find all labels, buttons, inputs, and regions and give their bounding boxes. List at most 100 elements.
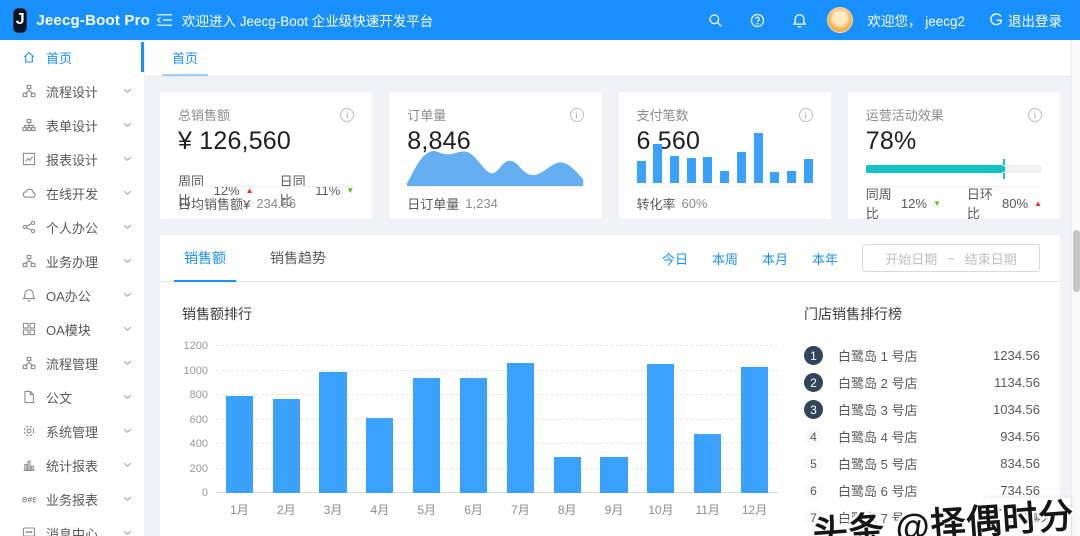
quicklink-year[interactable]: 本年 — [811, 251, 838, 267]
chevron-down-icon — [123, 428, 132, 434]
chevron-down-icon — [123, 394, 132, 400]
sidebar-item-6[interactable]: 个人办公 — [0, 210, 144, 244]
sidebar-item-label: 消息中心 — [46, 526, 99, 536]
date-end-placeholder: 结束日期 — [964, 251, 1017, 267]
sidebar-item-label: OA办公 — [46, 288, 91, 304]
sidebar-item-5[interactable]: 在线开发 — [0, 176, 144, 210]
logout-button[interactable]: 退出登录 — [989, 10, 1062, 30]
sidebar-item-7[interactable]: 业务办理 — [0, 244, 144, 278]
x-tick-label: 8月 — [557, 503, 577, 517]
info-icon[interactable]: i — [1028, 107, 1042, 122]
sidebar-item-label: 统计报表 — [46, 458, 99, 474]
chevron-down-icon — [123, 462, 132, 468]
sidebar-item-4[interactable]: 报表设计 — [0, 142, 144, 176]
card-order-volume: 订单量 i 8,846 日订单量 1,234 — [389, 92, 602, 219]
info-icon[interactable]: i — [569, 107, 584, 122]
chevron-down-icon — [123, 360, 132, 366]
sidebar-item-12[interactable]: 系统管理 — [0, 414, 144, 448]
chevron-down-icon — [123, 326, 132, 332]
bar-1月 — [225, 396, 253, 493]
quicklink-week[interactable]: 本周 — [711, 251, 738, 267]
gridline — [216, 345, 778, 346]
sidebar-item-11[interactable]: 公文 — [0, 380, 144, 414]
user-greeting: 欢迎您， jeecg2 — [867, 14, 965, 29]
sidebar-item-label: OA模块 — [46, 322, 91, 338]
logo[interactable]: J Jeecg-Boot Pro — [0, 7, 150, 33]
metric-day-ratio: 日环比 80% ▲ — [966, 187, 1042, 221]
progress-fill — [865, 165, 1004, 173]
quicklink-month[interactable]: 本月 — [761, 251, 788, 267]
sidebar-nav: 首页流程设计表单设计 报表设计 在线开发 个人办公业务办理 OA办公 OA模块流程管理 公文… — [0, 40, 145, 536]
mini-bar — [703, 157, 713, 183]
progress-handle[interactable] — [1003, 159, 1006, 179]
bar-6月 — [459, 378, 488, 493]
bell-icon[interactable] — [785, 6, 813, 34]
orders-area-sparkline — [407, 136, 584, 186]
sidebar-item-2[interactable]: 流程设计 — [0, 74, 144, 108]
cluster-icon — [22, 356, 36, 370]
date-range-picker[interactable]: 开始日期 ~ 结束日期 — [862, 244, 1040, 272]
ranking-row-5: 5 白鹭岛 5 号店 834.56 — [804, 450, 1040, 477]
sidebar-item-13[interactable]: 统计报表 — [0, 448, 144, 482]
mini-bar — [636, 160, 646, 183]
sidebar-item-14[interactable]: 0#0 业务报表 — [0, 482, 144, 516]
bar-7月 — [506, 362, 534, 493]
search-icon[interactable] — [701, 6, 729, 34]
scrollbar-thumb[interactable] — [1073, 230, 1080, 292]
store-name: 白鹭岛 1 号店 — [838, 349, 918, 364]
sidebar-item-8[interactable]: OA办公 — [0, 278, 144, 312]
y-tick-label: 1000 — [183, 364, 208, 377]
bar-4月 — [366, 418, 394, 493]
chart-x-axis: 1月 2月 3月 4月 5月 6月 7月 8月 9月 10月 11月 12月 — [216, 501, 778, 518]
sidebar-item-3[interactable]: 表单设计 — [0, 108, 144, 142]
tab-sales-trend[interactable]: 销售趋势 — [270, 250, 326, 266]
sidebar-item-9[interactable]: OA模块 — [0, 312, 144, 346]
alert-icon — [22, 289, 36, 302]
page-scrollbar — [1071, 40, 1080, 536]
grid-icon — [22, 322, 36, 336]
trend-down-icon: ▼ — [932, 198, 941, 208]
y-tick-label: 400 — [189, 438, 208, 450]
card-footer: 同周比 12% ▼ 日环比 80% ▲ — [865, 186, 1042, 221]
sidebar-item-1[interactable]: 首页 — [0, 40, 144, 74]
card-payment-count: 支付笔数 i 6,560 转化率 60% — [618, 92, 831, 219]
tab-sales-amount[interactable]: 销售额 — [174, 235, 236, 282]
menu-fold-icon[interactable] — [150, 6, 178, 34]
info-icon[interactable]: i — [340, 107, 355, 122]
panel-header: 销售额 销售趋势 今日 本周 本月 本年 开始日期 ~ 结束日期 — [160, 235, 1060, 282]
quicklink-today[interactable]: 今日 — [661, 251, 688, 267]
bar-2月 — [272, 399, 300, 493]
bar-11月 — [694, 434, 722, 493]
y-tick-label: 0 — [201, 487, 208, 499]
x-tick-label: 3月 — [323, 503, 343, 517]
chevron-down-icon — [123, 258, 132, 264]
store-name: 白鹭岛 2 号店 — [838, 376, 918, 391]
ranking-row-3: 3 白鹭岛 3 号店 1034.56 — [804, 396, 1040, 423]
chat-label: 我的聊天 — [1008, 512, 1052, 524]
sidebar-item-15[interactable]: 消息中心 — [0, 516, 144, 536]
card-total-sales: 总销售额 i ¥ 126,560 周同比 12% ▲ 日同比 11% ▼ 日均销售额¥ … — [160, 92, 373, 219]
mini-bar — [770, 172, 780, 183]
chevron-down-icon — [123, 122, 132, 128]
chat-widget[interactable]: J 我的聊天 — [985, 498, 1071, 536]
x-tick-label: 5月 — [417, 503, 437, 517]
chevron-down-icon — [123, 530, 132, 536]
sidebar-item-label: 业务办理 — [46, 254, 99, 270]
sidebar-item-label: 流程设计 — [46, 84, 99, 100]
user-avatar[interactable] — [827, 7, 854, 33]
home-icon — [23, 51, 35, 63]
card-activity-effect: 运营活动效果 i 78% 同周比 12% ▼ 日环比 80% ▲ — [847, 92, 1060, 221]
cloud-icon — [22, 188, 36, 198]
store-sales-value: 1034.56 — [993, 402, 1040, 417]
sidebar-item-label: 首页 — [46, 50, 73, 66]
info-icon[interactable]: i — [798, 107, 813, 122]
store-name: 白鹭岛 6 号店 — [838, 484, 918, 499]
sidebar-item-10[interactable]: 流程管理 — [0, 346, 144, 380]
bar-chart-icon — [23, 460, 35, 471]
route-tab-home[interactable]: 首页 — [162, 48, 209, 76]
rank-badge: 6 — [804, 481, 823, 500]
help-icon[interactable] — [743, 6, 771, 34]
apartment-icon — [22, 118, 36, 132]
mini-bar — [720, 170, 730, 183]
store-sales-value: 1134.56 — [993, 375, 1040, 390]
